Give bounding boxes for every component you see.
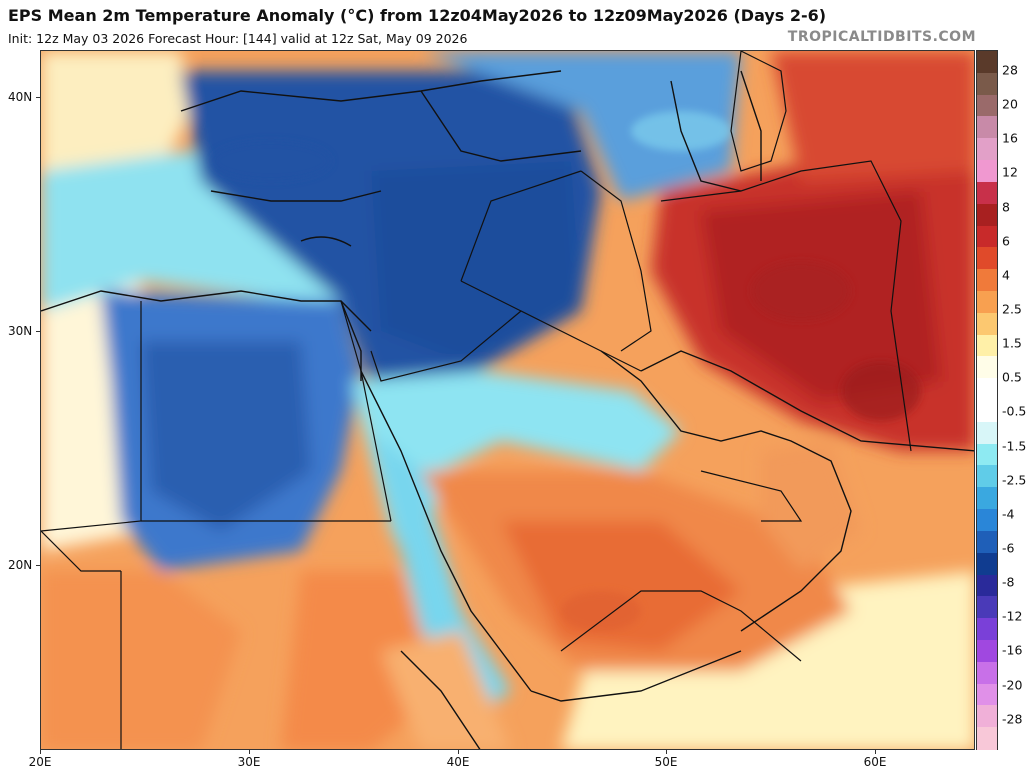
colorbar-label: -1.5 (1002, 438, 1027, 454)
colorbar-label: 8 (1002, 199, 1010, 215)
colorbar-swatch (977, 181, 997, 205)
colorbar-swatch (977, 203, 997, 226)
colorbar-label: -28 (1002, 711, 1023, 727)
colorbar-label: 1.5 (1002, 335, 1022, 351)
region-cool-caucasus (421, 51, 741, 201)
brand-watermark: TROPICALTIDBITS.COM (787, 29, 976, 45)
lat-tick-20n (36, 565, 40, 566)
colorbar-label: 16 (1002, 130, 1018, 146)
region-warm-sudan (41, 571, 241, 749)
country-borders (41, 160, 912, 749)
colorbar-label: -12 (1002, 608, 1023, 624)
colorbar-label: 28 (1002, 62, 1018, 78)
colorbar-label: -6 (1002, 540, 1015, 556)
colorbar-swatch (977, 312, 997, 336)
region-warm-east-africa (281, 571, 441, 749)
colorbar-swatch (977, 661, 997, 685)
lon-label-50e: 50E (654, 755, 678, 769)
colorbar-label: -2.5 (1002, 472, 1027, 488)
lat-label-40n: 40N (8, 90, 33, 104)
colorbar-swatch (977, 334, 997, 357)
colorbar-swatch (977, 72, 997, 96)
colorbar-swatch (977, 596, 997, 619)
colorbar-label: -8 (1002, 574, 1015, 590)
colorbar-label: 6 (1002, 233, 1010, 249)
colorbar-swatch (977, 160, 997, 183)
colorbar-label: -16 (1002, 642, 1023, 658)
colorbar-label: -0.5 (1002, 403, 1027, 419)
lon-tick-40e (458, 750, 459, 754)
colorbar-swatch (977, 443, 997, 466)
colorbar-label: 12 (1002, 164, 1018, 180)
colorbar-label: -20 (1002, 677, 1023, 693)
region-colder-egypt (141, 341, 311, 531)
region-warm-ethiopia (381, 631, 511, 749)
colorbar-swatch (977, 465, 997, 488)
temperature-anomaly-map (40, 50, 975, 750)
blob-iran-south (841, 361, 921, 421)
colorbar-swatch (977, 269, 997, 292)
colorbar-swatch (977, 705, 997, 728)
map-subtitle: Init: 12z May 03 2026 Forecast Hour: [14… (8, 31, 468, 46)
colorbar-swatch (977, 574, 997, 597)
lon-tick-50e (666, 750, 667, 754)
map-canvas (41, 51, 974, 749)
colorbar-swatch (977, 51, 997, 74)
colorbar-label: 20 (1002, 96, 1018, 112)
lat-tick-40n (36, 97, 40, 98)
colorbar-label: 0.5 (1002, 369, 1022, 385)
colorbar-swatch (977, 683, 997, 706)
map-title: EPS Mean 2m Temperature Anomaly (°C) fro… (8, 6, 827, 25)
lon-tick-60e (875, 750, 876, 754)
lat-tick-30n (36, 331, 40, 332)
lon-tick-30e (249, 750, 250, 754)
lat-label-20n: 20N (8, 558, 33, 572)
colorbar-swatch (977, 138, 997, 161)
lon-label-20e: 20E (28, 755, 52, 769)
colorbar (976, 50, 998, 750)
region-cool-red-sea (371, 431, 511, 711)
colorbar-swatch (977, 618, 997, 641)
region-cool-gulf-coast (351, 371, 681, 591)
region-coldest-iraq (371, 161, 581, 361)
colorbar-label: 4 (1002, 267, 1010, 283)
colorbar-swatch (977, 116, 997, 139)
blob-yemen (561, 591, 641, 631)
region-hot-central-asia (771, 51, 974, 181)
region-hot-central-arabia (501, 521, 741, 651)
blob-turkey-west (211, 141, 331, 181)
colorbar-swatch (977, 487, 997, 510)
colorbar-swatch (977, 247, 997, 270)
lon-label-30e: 30E (237, 755, 261, 769)
colorbar-swatch (977, 421, 997, 445)
colorbar-swatch (977, 378, 997, 401)
coastlines (41, 70, 974, 749)
blob-iran-central (751, 261, 851, 321)
lat-label-30n: 30N (8, 324, 33, 338)
lon-label-40e: 40E (446, 755, 470, 769)
colorbar-swatch (977, 530, 997, 554)
colorbar-label: 2.5 (1002, 301, 1022, 317)
colorbar-swatch (977, 94, 997, 117)
colorbar-label: -4 (1002, 506, 1015, 522)
lon-label-60e: 60E (863, 755, 887, 769)
colorbar-swatch (977, 400, 997, 423)
colorbar-swatch (977, 727, 997, 750)
lon-tick-20e (40, 750, 41, 754)
colorbar-swatch (977, 552, 997, 575)
colorbar-swatch (977, 290, 997, 314)
colorbar-swatch (977, 225, 997, 248)
colorbar-swatch (977, 509, 997, 532)
caspian-sea-outline (730, 51, 787, 172)
colorbar-swatch (977, 356, 997, 379)
colorbar-swatch (977, 639, 997, 663)
